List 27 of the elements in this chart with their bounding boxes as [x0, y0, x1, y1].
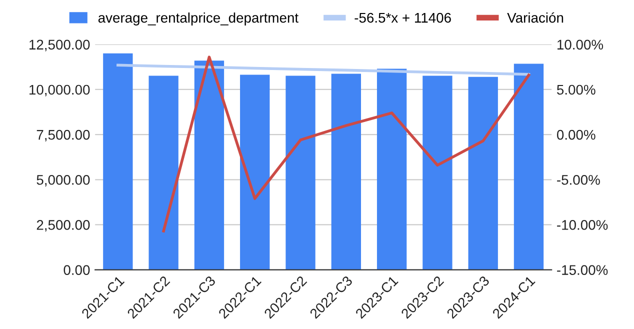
bar [468, 76, 498, 270]
legend-label: Variación [507, 12, 564, 23]
y-tick-label: 0.00 [64, 265, 90, 275]
y2-tick-label: 10.00% [558, 40, 604, 50]
y-tick-label: 7,500.00 [36, 130, 90, 142]
bar [103, 53, 133, 270]
line-series [116, 64, 530, 76]
bar [514, 64, 544, 270]
bar [194, 60, 224, 270]
bar [376, 68, 407, 270]
bar [148, 76, 178, 270]
y-tick-label: 12,500.00 [30, 40, 90, 52]
legend-label: -56.5*x + 11406 [354, 12, 451, 23]
bar [240, 74, 270, 270]
y2-tick-label: 5.00% [556, 84, 596, 95]
y2-tick-label: 0.00% [556, 130, 596, 140]
line-series [162, 56, 530, 232]
y-tick-label: 5,000.00 [36, 174, 90, 186]
y-tick-label: 2,500.00 [36, 220, 90, 232]
y2-tick-label: -15.00% [557, 265, 608, 275]
bar [331, 74, 361, 270]
y2-tick-label: -5.00% [557, 174, 600, 185]
bar [286, 76, 316, 270]
y2-tick-label: -10.00% [557, 220, 608, 230]
legend-label: average_rentalprice_department [98, 12, 298, 26]
bar [422, 76, 452, 270]
y-tick-label: 10,000.00 [30, 84, 90, 96]
